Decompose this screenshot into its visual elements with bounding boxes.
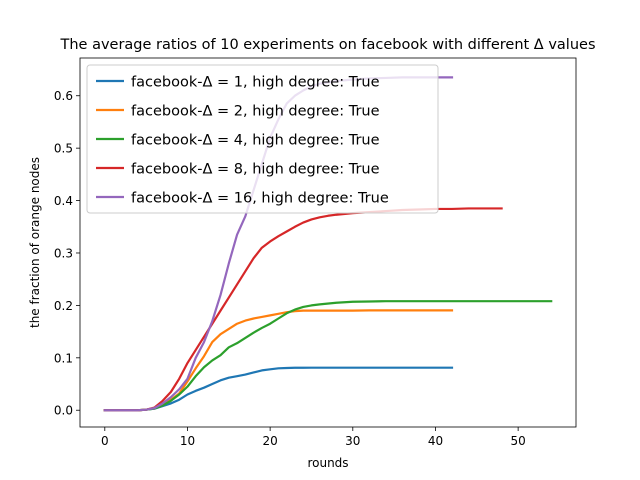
y-tick-label: 0.6 [54, 89, 73, 103]
legend: facebook-Δ = 1, high degree: True faceboo… [86, 64, 439, 214]
y-axis-label: the fraction of orange nodes [28, 157, 42, 328]
x-tick-label: 10 [180, 434, 195, 448]
x-tick-label: 40 [428, 434, 443, 448]
x-tick-label: 30 [345, 434, 360, 448]
x-axis-ticks: 0 10 20 30 40 50 [101, 427, 526, 448]
legend-label-2: facebook-Δ = 2, high degree: True [131, 104, 380, 120]
y-tick-label: 0.2 [54, 299, 73, 313]
y-tick-label: 0.1 [54, 351, 73, 365]
y-tick-label: 0.5 [54, 142, 73, 156]
axes-frame [79, 57, 577, 428]
legend-label-3: facebook-Δ = 4, high degree: True [131, 133, 380, 149]
y-axis-ticks: 0.0 0.1 0.2 0.3 0.4 0.5 0.6 [54, 89, 80, 418]
x-tick-label: 20 [262, 434, 277, 448]
x-tick-label: 50 [510, 434, 525, 448]
y-tick-label: 0.0 [54, 404, 73, 418]
y-tick-label: 0.3 [54, 246, 73, 260]
y-tick-label: 0.4 [54, 194, 73, 208]
legend-label-4: facebook-Δ = 8, high degree: True [131, 162, 380, 178]
legend-label-1: facebook-Δ = 1, high degree: True [131, 75, 380, 91]
legend-label-5: facebook-Δ = 16, high degree: True [131, 191, 389, 207]
series-line-3 [103, 300, 553, 412]
legend-frame [86, 64, 439, 214]
chart-title: The average ratios of 10 experiments on … [60, 37, 596, 53]
x-axis-label: rounds [307, 456, 348, 470]
x-tick-label: 0 [101, 434, 109, 448]
